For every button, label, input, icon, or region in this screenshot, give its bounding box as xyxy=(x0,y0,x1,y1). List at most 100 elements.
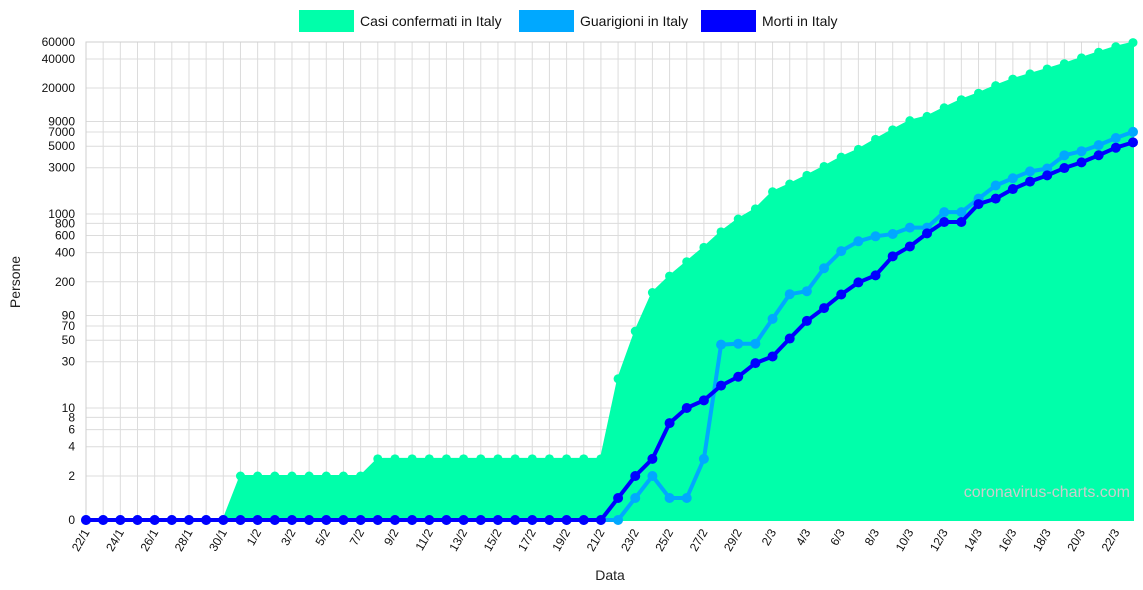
data-point xyxy=(98,515,109,525)
y-tick-label: 0 xyxy=(68,513,75,527)
y-tick-label: 90 xyxy=(62,308,76,322)
data-point xyxy=(1076,146,1087,157)
y-tick-label: 600 xyxy=(55,229,75,243)
x-tick-label: 9/2 xyxy=(381,526,402,548)
x-tick-label: 17/2 xyxy=(515,526,539,554)
data-point xyxy=(492,515,503,525)
data-point xyxy=(956,217,967,228)
x-tick-label: 6/3 xyxy=(827,526,848,548)
data-point xyxy=(1110,142,1121,153)
y-tick-label: 4 xyxy=(68,440,75,454)
x-tick-label: 16/3 xyxy=(996,526,1020,554)
data-point xyxy=(1059,59,1069,69)
data-point xyxy=(974,88,984,98)
y-tick-label: 800 xyxy=(55,216,75,230)
data-point xyxy=(733,371,744,382)
data-point xyxy=(888,125,898,135)
data-point xyxy=(1128,137,1138,148)
data-point xyxy=(802,170,812,180)
data-point xyxy=(390,454,400,464)
data-point xyxy=(956,95,966,105)
data-point xyxy=(682,257,692,267)
data-point xyxy=(562,454,572,464)
data-point xyxy=(304,515,315,525)
x-tick-label: 3/2 xyxy=(278,526,299,548)
data-point xyxy=(373,454,383,464)
data-point xyxy=(493,454,503,464)
y-tick-label: 9000 xyxy=(48,114,75,128)
x-tick-label: 10/3 xyxy=(893,526,917,554)
data-point xyxy=(1093,150,1104,161)
data-point xyxy=(819,263,830,274)
data-point xyxy=(338,471,348,481)
data-point xyxy=(733,214,743,224)
data-point xyxy=(613,493,624,503)
y-tick-label: 8 xyxy=(68,410,75,424)
y-tick-label: 60000 xyxy=(42,35,76,49)
x-tick-label: 30/1 xyxy=(206,526,230,554)
data-point xyxy=(1076,157,1087,168)
data-point xyxy=(149,515,160,525)
x-tick-label: 22/3 xyxy=(1099,526,1123,554)
data-point xyxy=(956,207,967,218)
data-point xyxy=(407,454,417,464)
data-point xyxy=(527,515,538,525)
data-point xyxy=(630,493,641,503)
legend-label: Morti in Italy xyxy=(762,13,837,29)
data-point xyxy=(664,418,675,429)
data-point xyxy=(699,242,709,252)
data-point xyxy=(836,289,847,300)
data-point xyxy=(922,111,932,121)
data-point xyxy=(270,471,280,481)
data-point xyxy=(630,471,641,481)
data-point xyxy=(476,454,486,464)
data-point xyxy=(733,338,744,349)
data-point xyxy=(768,187,778,197)
data-point xyxy=(1025,166,1036,177)
data-point xyxy=(372,515,383,525)
data-point xyxy=(904,222,915,233)
y-tick-label: 70 xyxy=(62,319,76,333)
y-tick-label: 5000 xyxy=(48,139,75,153)
series-layer xyxy=(81,38,1138,525)
data-point xyxy=(990,180,1001,191)
x-tick-label: 26/1 xyxy=(137,526,161,554)
data-point xyxy=(356,471,366,481)
series-area xyxy=(86,41,1134,521)
x-tick-label: 1/2 xyxy=(244,526,265,548)
data-point xyxy=(595,515,606,525)
data-point xyxy=(1007,173,1018,184)
data-point xyxy=(905,116,915,126)
data-point xyxy=(785,179,795,189)
legend-item-2: Morti in Italy xyxy=(701,10,837,32)
data-point xyxy=(1128,38,1138,48)
x-tick-label: 29/2 xyxy=(721,526,745,554)
data-point xyxy=(819,161,829,171)
legend: Casi confermati in Italy Guarigioni in It… xyxy=(299,10,837,32)
data-point xyxy=(698,453,709,464)
data-point xyxy=(767,351,778,362)
data-point xyxy=(784,289,795,300)
x-tick-label: 15/2 xyxy=(481,526,505,554)
y-tick-label: 6 xyxy=(68,423,75,437)
data-point xyxy=(819,303,830,314)
legend-swatch xyxy=(519,10,574,32)
data-point xyxy=(647,453,658,464)
data-point xyxy=(1059,150,1070,161)
data-point xyxy=(1007,184,1018,195)
data-point xyxy=(613,374,623,384)
y-tick-label: 7000 xyxy=(48,125,75,139)
data-point xyxy=(321,471,331,481)
data-point xyxy=(853,144,863,154)
data-point xyxy=(716,339,727,350)
data-point xyxy=(424,515,435,525)
data-point xyxy=(750,338,761,349)
data-point xyxy=(871,134,881,144)
series-0 xyxy=(81,38,1138,525)
data-point xyxy=(115,515,126,525)
x-tick-label: 14/3 xyxy=(961,526,985,554)
data-point xyxy=(922,228,933,239)
data-point xyxy=(1042,170,1053,181)
data-point xyxy=(991,81,1001,91)
